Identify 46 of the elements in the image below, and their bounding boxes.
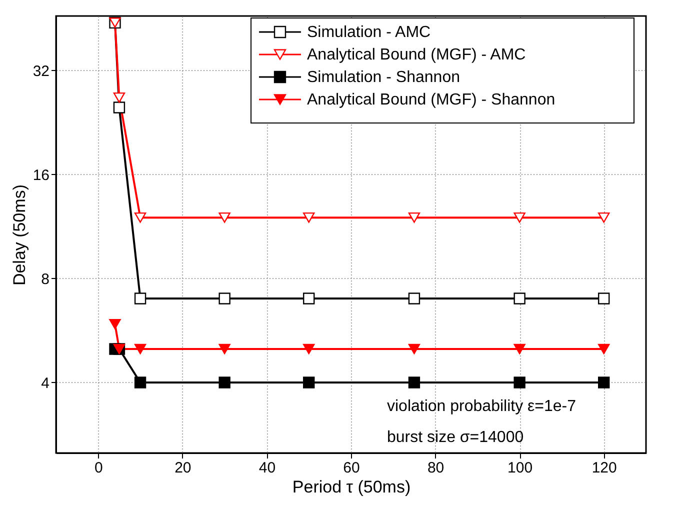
point (134, 376, 146, 388)
point (303, 376, 315, 388)
point (408, 344, 420, 354)
x-tick-label: 60 (343, 460, 360, 476)
point (303, 344, 315, 354)
y-tick-label: 8 (41, 270, 50, 288)
point (598, 376, 610, 388)
x-tick-label: 0 (94, 460, 103, 476)
point (598, 344, 610, 354)
y-tick-label: 32 (32, 62, 50, 80)
x-tick-label: 100 (508, 460, 533, 476)
point (109, 319, 121, 330)
point (408, 376, 420, 388)
point (514, 292, 526, 304)
x-tick-label: 40 (258, 460, 276, 476)
x-tick-label: 80 (427, 460, 444, 476)
point (134, 344, 146, 354)
y-axis-title: Delay (50ms) (10, 184, 29, 286)
point (303, 292, 315, 304)
legend-label: Simulation - Shannon (307, 69, 460, 86)
point (134, 292, 146, 304)
x-tick-label: 120 (592, 460, 617, 476)
legend-label: Simulation - AMC (307, 24, 431, 41)
point (113, 102, 126, 114)
point (408, 212, 420, 223)
x-tick-label: 20 (174, 460, 192, 476)
point (113, 92, 126, 103)
point (598, 292, 610, 304)
point (218, 344, 230, 354)
annotation: burst size σ=14000 (387, 429, 524, 446)
point (514, 376, 526, 388)
x-axis-title: Period τ (50ms) (292, 478, 411, 496)
point (218, 292, 230, 304)
point (514, 344, 526, 354)
point (218, 376, 230, 388)
point (514, 212, 526, 223)
point (408, 292, 420, 304)
legend-label: Analytical Bound (MGF) - AMC (307, 46, 526, 64)
y-tick-label: 4 (41, 374, 50, 392)
y-tick-label: 16 (32, 166, 50, 184)
annotation: violation probability ε=1e-7 (387, 398, 576, 415)
point (303, 212, 315, 223)
legend-label: Analytical Bound (MGF) - Shannon (307, 92, 556, 108)
point (218, 212, 230, 223)
point (134, 212, 146, 223)
point (598, 212, 610, 223)
